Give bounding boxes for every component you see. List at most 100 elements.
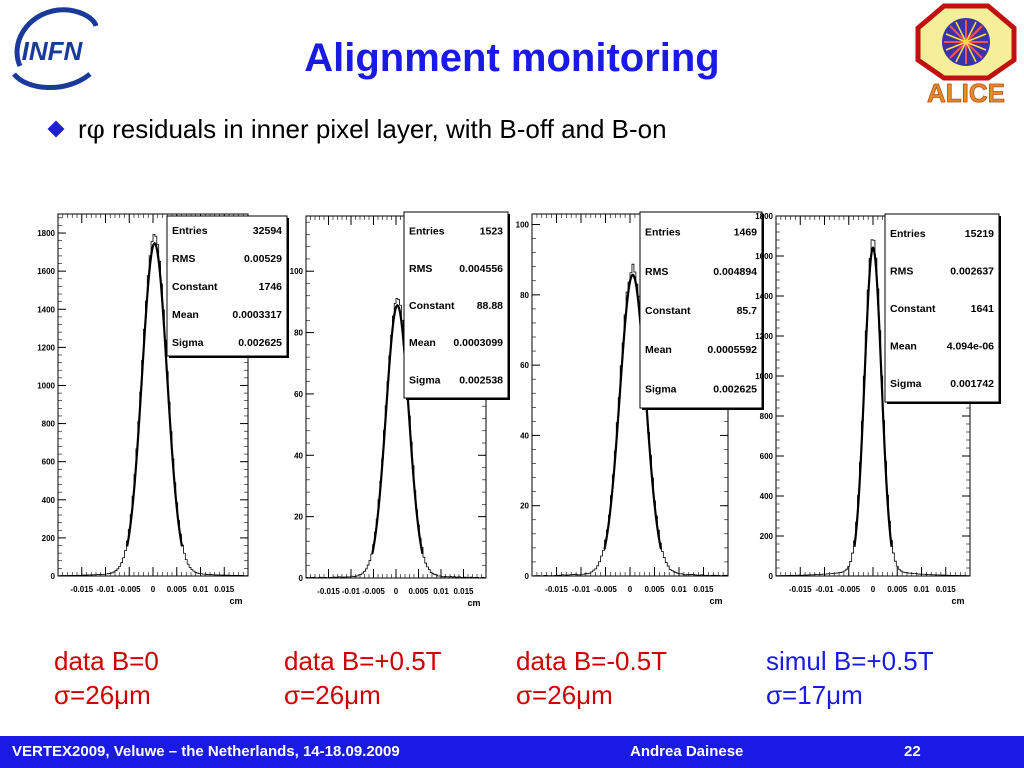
footer-page-number: 22 (904, 743, 921, 760)
x-tick-label: 0.015 (936, 585, 957, 594)
stats-key: Constant (172, 281, 218, 293)
stats-value: 0.00529 (244, 253, 282, 265)
stats-key: Mean (890, 341, 917, 353)
stats-key: Entries (890, 228, 926, 240)
x-tick-label: -0.01 (342, 587, 361, 596)
x-unit-label: cm (229, 596, 242, 606)
alice-logo-text: ALICE (927, 78, 1005, 106)
stats-value: 1523 (480, 226, 504, 238)
stats-key: RMS (890, 265, 913, 277)
y-tick-label: 1000 (37, 381, 55, 390)
stats-key: Mean (172, 309, 199, 321)
footer-bar: VERTEX2009, Veluwe – the Netherlands, 14… (0, 736, 1024, 768)
stats-box (884, 213, 1000, 403)
stats-value: 0.0003317 (232, 309, 282, 321)
x-unit-label: cm (709, 596, 722, 606)
bullet-text: residuals in inner pixel layer, with B-o… (104, 114, 667, 144)
y-tick-label: 0 (525, 572, 530, 581)
stats-value: 32594 (253, 225, 282, 237)
y-tick-label: 1800 (37, 229, 55, 238)
x-tick-label: 0.005 (167, 585, 188, 594)
infn-logo: INFN (12, 7, 98, 90)
histogram-bins (57, 233, 249, 577)
stats-key: Entries (172, 225, 208, 237)
y-tick-label: 60 (520, 361, 529, 370)
stats-key: Entries (645, 227, 681, 239)
stats-key: Sigma (409, 374, 441, 386)
gaussian-fit-curve (603, 273, 663, 550)
x-tick-label: 0.005 (887, 585, 908, 594)
caption-sigma: σ=17μm (766, 680, 863, 710)
x-unit-label: cm (467, 598, 480, 608)
x-tick-label: -0.015 (70, 585, 93, 594)
histogram-b0: 020040060080010001200140016001800-0.015-… (37, 213, 289, 606)
x-tick-label: 0.01 (671, 585, 687, 594)
histogram-simul: 020040060080010001200140016001800-0.015-… (755, 212, 1001, 606)
stats-value: 0.004556 (459, 263, 503, 275)
bullet-symbol: φ (86, 115, 105, 145)
x-unit-label: cm (951, 596, 964, 606)
x-tick-label: -0.005 (118, 585, 141, 594)
y-tick-label: 100 (516, 221, 530, 230)
stats-box (403, 211, 509, 399)
gaussian-fit-curve (853, 246, 893, 547)
x-tick-label: -0.005 (594, 585, 617, 594)
x-tick-label: 0.015 (693, 585, 714, 594)
stats-key: Entries (409, 226, 445, 238)
stats-value: 0.002538 (459, 374, 503, 386)
y-tick-label: 40 (520, 431, 529, 440)
stats-value: 1746 (259, 281, 283, 293)
y-tick-label: 20 (294, 513, 303, 522)
stats-key: Sigma (645, 383, 677, 395)
caption-sigma: σ=26μm (54, 680, 151, 710)
y-tick-label: 20 (520, 502, 529, 511)
y-tick-label: 0 (299, 574, 304, 583)
stats-key: RMS (645, 266, 668, 278)
y-tick-label: 200 (760, 532, 774, 541)
caption-sigma: σ=26μm (516, 680, 613, 710)
stats-value: 4.094e-06 (947, 341, 994, 353)
stats-key: Sigma (890, 378, 922, 390)
stats-key: RMS (172, 253, 195, 265)
alice-logo: ALICE (915, 3, 1017, 106)
y-tick-label: 400 (760, 492, 774, 501)
caption-label: data B=+0.5T (284, 646, 442, 676)
stats-value: 1469 (734, 227, 758, 239)
stats-box (166, 215, 288, 357)
stats-key: Constant (645, 305, 691, 317)
caption-label: data B=0 (54, 646, 159, 676)
y-tick-label: 600 (760, 452, 774, 461)
y-tick-label: 60 (294, 390, 303, 399)
y-tick-label: 1200 (37, 343, 55, 352)
footer-conference: VERTEX2009, Veluwe – the Netherlands, 14… (12, 743, 400, 760)
stats-key: Mean (645, 344, 672, 356)
bullet-prefix: r (78, 114, 87, 144)
y-tick-label: 100 (290, 267, 304, 276)
stats-value: 0.002625 (238, 337, 282, 349)
stats-key: Constant (409, 300, 455, 312)
x-tick-label: 0.01 (193, 585, 209, 594)
stats-value: 15219 (965, 228, 994, 240)
x-tick-label: 0 (871, 585, 876, 594)
y-tick-label: 1400 (755, 292, 773, 301)
caption-label: simul B=+0.5T (766, 646, 934, 676)
x-tick-label: 0.005 (408, 587, 429, 596)
x-tick-label: -0.005 (837, 585, 860, 594)
infn-logo-text: INFN (22, 36, 84, 66)
caption-b0: data B=0 σ=26μm (54, 644, 159, 712)
y-tick-label: 80 (520, 291, 529, 300)
histogram-b-plus: 0 20 40 60 80 100 -0.015 -0.01 -0.005 0 0.005 0.01 0… (290, 211, 510, 608)
stats-value: 0.001742 (950, 378, 994, 390)
stats-value: 1641 (971, 303, 995, 315)
x-tick-label: -0.01 (815, 585, 834, 594)
histogram-bins (775, 239, 971, 577)
x-tick-label: -0.015 (789, 585, 812, 594)
stats-key: Mean (409, 337, 436, 349)
y-tick-label: 1800 (755, 212, 773, 221)
caption-b-minus: data B=-0.5T σ=26μm (516, 644, 667, 712)
x-tick-label: -0.01 (96, 585, 115, 594)
histogram-bins (305, 298, 487, 579)
bullet-point: rφ residuals in inner pixel layer, with … (47, 114, 667, 145)
footer-author: Andrea Dainese (630, 743, 744, 760)
stats-key: Sigma (172, 337, 204, 349)
